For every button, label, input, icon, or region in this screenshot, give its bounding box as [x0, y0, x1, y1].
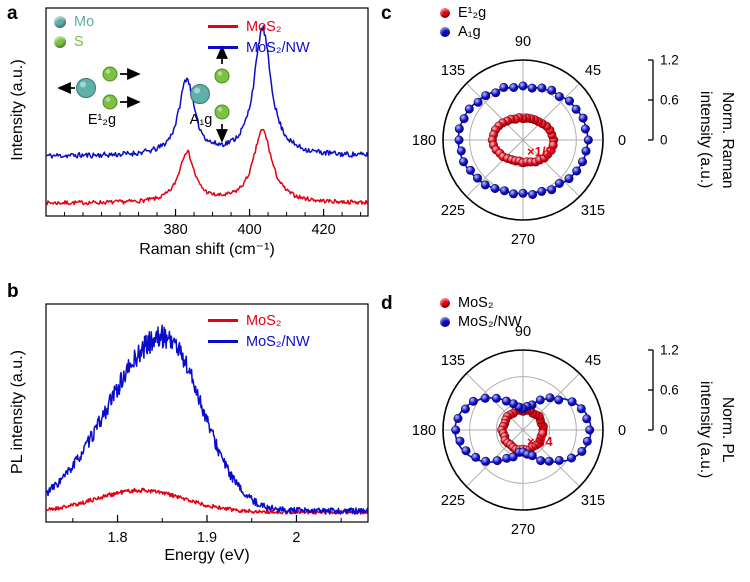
legend-label: MoS₂	[458, 294, 494, 311]
raman-spectra-chart: 380 400 420	[45, 7, 369, 238]
panel-label-d: d	[381, 293, 393, 314]
legend-d: MoS₂ MoS₂/NW	[440, 293, 522, 331]
axis-title-line: intensity (a.u.)	[697, 381, 714, 479]
svg-text:×1/2: ×1/2	[527, 144, 553, 159]
panel-label-a: a	[7, 3, 18, 24]
a1g-dot-swatch	[440, 26, 450, 37]
s-atom-highlight	[217, 71, 223, 76]
legend-item: MoS₂	[440, 293, 522, 312]
raman-xaxis-label: Raman shift (cm⁻¹)	[139, 241, 275, 258]
mo-atom	[76, 78, 96, 98]
svg-text:90: 90	[515, 34, 531, 50]
legend-item: MoS₂/NW	[208, 331, 310, 352]
svg-text:270: 270	[511, 232, 535, 248]
svg-text:135: 135	[441, 353, 465, 369]
svg-text:×1/4: ×1/4	[527, 434, 553, 449]
svg-text:135: 135	[441, 63, 465, 79]
pl-yaxis-label: PL intensity (a.u.)	[9, 350, 26, 474]
axis-title-line: intensity (a.u.)	[697, 91, 714, 189]
legend-c: E¹₂g A₁g	[440, 3, 486, 41]
s-atom	[102, 94, 118, 110]
legend-item: MoS₂	[208, 310, 310, 331]
mo-atom-highlight	[80, 81, 86, 88]
svg-text:180: 180	[412, 423, 436, 439]
atom-legend: Mo S	[54, 12, 94, 52]
svg-text:0.6: 0.6	[660, 93, 679, 108]
legend-label: MoS₂/NW	[458, 313, 522, 330]
atom-legend-item-mo: Mo	[54, 12, 94, 32]
raman-polar-chart: 0 45 90 135 180 225 270 315 ×1/2 0 0.6 1.2	[412, 34, 679, 248]
legend-b: MoS₂ MoS₂/NW	[208, 310, 310, 352]
s-atom	[102, 66, 118, 82]
legend-label: MoS₂	[246, 312, 282, 329]
svg-text:225: 225	[441, 493, 465, 509]
legend-item: A₁g	[440, 22, 486, 41]
mos2-line-swatch	[208, 319, 238, 322]
s-atom-icon	[54, 36, 66, 48]
legend-item: MoS₂/NW	[440, 312, 522, 331]
a1g-mode-label: A₁g	[189, 112, 213, 128]
svg-text:1.8: 1.8	[107, 530, 127, 546]
axis-title-line: Norm. Raman	[719, 91, 736, 189]
s-atom-highlight	[105, 69, 111, 74]
legend-label: MoS₂/NW	[246, 39, 310, 56]
mos2-dot-swatch	[440, 297, 450, 308]
atom-legend-label-s: S	[74, 34, 84, 50]
svg-text:2: 2	[292, 530, 300, 546]
legend-item: MoS₂	[208, 16, 310, 37]
svg-text:420: 420	[311, 222, 335, 238]
pl-polar-chart: 0 45 90 135 180 225 270 315 ×1/4 0 0.6 1.2	[412, 324, 679, 538]
svg-text:225: 225	[441, 203, 465, 219]
svg-text:315: 315	[581, 203, 605, 219]
svg-text:400: 400	[237, 222, 261, 238]
svg-text:90: 90	[515, 324, 531, 340]
svg-text:0.6: 0.6	[660, 383, 679, 398]
svg-text:1.2: 1.2	[660, 53, 679, 68]
svg-text:1.2: 1.2	[660, 343, 679, 358]
svg-text:1.9: 1.9	[197, 530, 217, 546]
svg-text:180: 180	[412, 133, 436, 149]
mo-atom-highlight	[194, 87, 200, 94]
legend-label: E¹₂g	[458, 4, 487, 21]
svg-text:45: 45	[585, 353, 601, 369]
svg-text:45: 45	[585, 63, 601, 79]
pl-xaxis-label: Energy (eV)	[164, 547, 250, 564]
atom-legend-item-s: S	[54, 32, 94, 52]
s-atom-highlight	[105, 97, 111, 102]
panel-label-c: c	[381, 3, 392, 24]
legend-label: MoS₂/NW	[246, 333, 310, 350]
e2g-mode-label: E¹₂g	[87, 112, 117, 128]
svg-text:0: 0	[660, 423, 668, 438]
mo-atom	[190, 84, 210, 104]
legend-label: MoS₂	[246, 18, 282, 35]
c-radial-axis-title: Norm. Raman intensity (a.u.)	[694, 28, 738, 252]
axis-title-line: Norm. PL	[719, 397, 736, 463]
e2g-dot-swatch	[440, 7, 450, 18]
svg-text:380: 380	[163, 222, 187, 238]
mos2-nw-dot-swatch	[440, 316, 450, 327]
mo-atom-icon	[54, 16, 66, 28]
svg-text:270: 270	[511, 522, 535, 538]
legend-label: A₁g	[458, 23, 481, 40]
s-atom	[214, 104, 230, 120]
vibration-mode-diagram	[57, 45, 230, 143]
svg-text:0: 0	[660, 133, 668, 148]
d-radial-axis-title: Norm. PL intensity (a.u.)	[694, 318, 738, 542]
s-atom	[214, 68, 230, 84]
mos2-nw-line-swatch	[208, 340, 238, 343]
mos2-nw-line-swatch	[208, 46, 238, 49]
s-atom-highlight	[217, 107, 223, 112]
svg-text:315: 315	[581, 493, 605, 509]
raman-yaxis-label: Intensity (a.u.)	[9, 59, 26, 161]
atom-legend-label-mo: Mo	[74, 14, 95, 30]
legend-a: MoS₂ MoS₂/NW	[208, 16, 310, 58]
mos2-line-swatch	[208, 25, 238, 28]
legend-item: E¹₂g	[440, 3, 486, 22]
svg-text:0: 0	[618, 133, 626, 149]
pl-spectra-chart: 1.8 1.9 2	[45, 303, 369, 546]
svg-text:0: 0	[618, 423, 626, 439]
legend-item: MoS₂/NW	[208, 37, 310, 58]
panel-label-b: b	[7, 281, 19, 302]
